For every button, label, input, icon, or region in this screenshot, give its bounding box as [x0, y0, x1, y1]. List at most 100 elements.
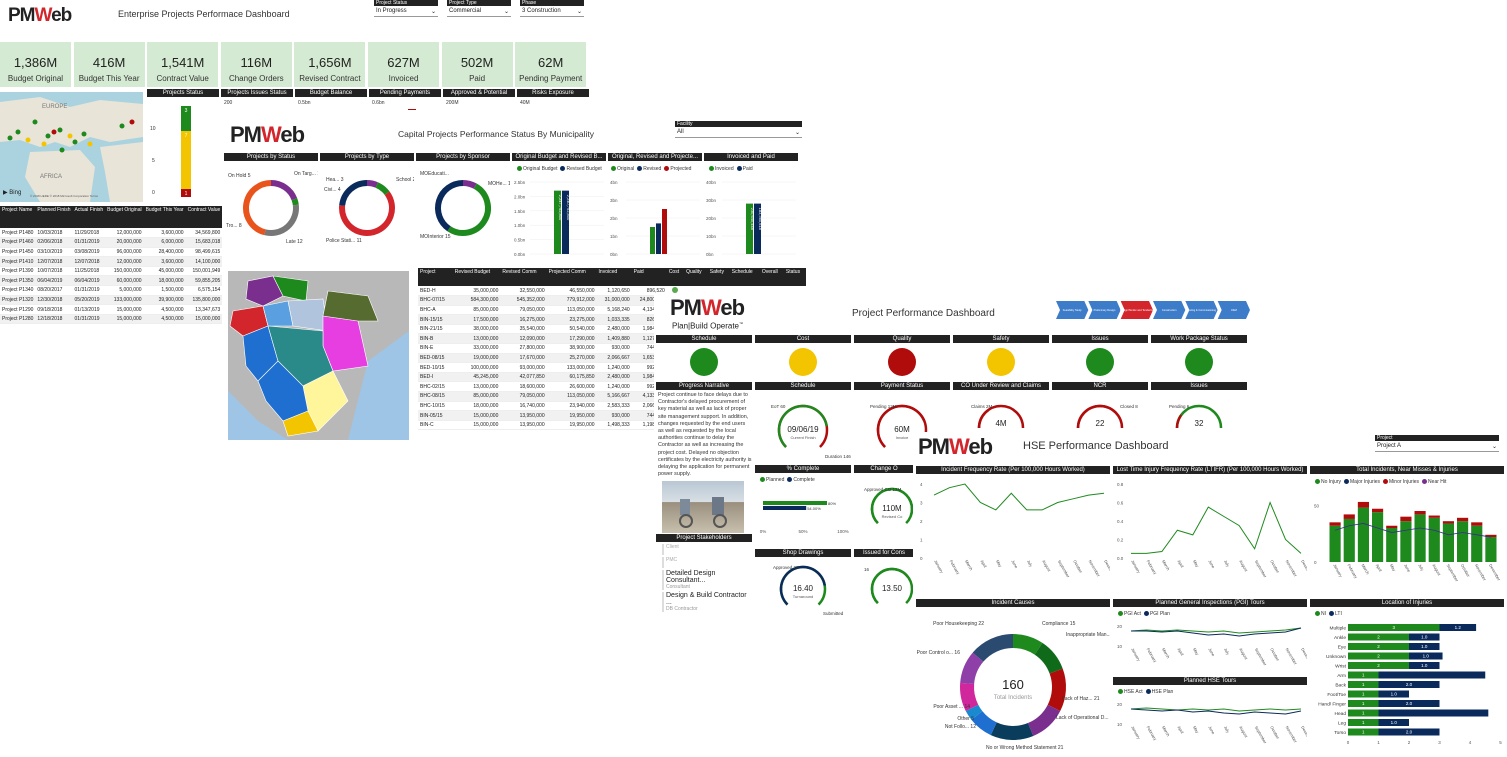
filter-phase[interactable]: Phase 3 Construction ⌄ [520, 0, 584, 17]
world-map[interactable]: EUROPE AFRICA ▶ Bing © 2018 HERE © 2018 … [0, 92, 143, 202]
page-title: HSE Performance Dashboard [1023, 440, 1169, 452]
phase-label: Testing & Commissioning [1187, 308, 1217, 312]
donut-slice [1047, 668, 1066, 712]
donut-label: Poor Control o... 16 [917, 650, 961, 656]
bar-label: 2 [1377, 654, 1380, 659]
bar [1378, 681, 1440, 688]
facility-filter[interactable]: Facility All ⌄ [675, 121, 802, 138]
bar [1348, 652, 1409, 660]
donut-label: MOHe... 19 [488, 181, 510, 187]
phase-label: Design/Tender and Tendering [1120, 308, 1154, 312]
column-header: Invoiced [596, 268, 632, 286]
axis-tick: 0.2 [1117, 538, 1124, 543]
table-cell: 12/07/2018 [35, 256, 73, 267]
filter-project-status[interactable]: Project Status In Progress ⌄ [374, 0, 438, 17]
bar [1409, 633, 1440, 641]
filter-project-type[interactable]: Project Type Commercial ⌄ [447, 0, 511, 17]
project-filter[interactable]: Project Project A ⌄ [1375, 435, 1499, 452]
table-cell: 3,600,000 [143, 228, 186, 239]
table-row: Project P1280 12/18/2018 01/31/2019 15,000,… [0, 314, 223, 325]
ncr-gauge: 22 Closed 8 [1076, 404, 1138, 429]
tagline: Plan|Build Operate™ [672, 321, 744, 331]
column-header: Paid [631, 268, 667, 286]
table-row: Project P1290 09/18/2018 01/13/2019 15,000,… [0, 304, 223, 315]
table-cell: 06/04/2019 [72, 275, 106, 287]
hse-tours-line-chart: 20 10 January February March April May June July… [1117, 702, 1307, 745]
phase-arrow [1153, 301, 1186, 319]
table-cell: 150,001,949 [185, 266, 223, 277]
bar-label: 1.2 [1455, 625, 1462, 630]
invoiced-paid-header: Invoiced and Paid [704, 153, 798, 161]
column-header: Contract Value [185, 206, 223, 228]
table-cell: 2,480,000 [596, 372, 632, 383]
table-cell: 35,000,000 [452, 286, 501, 297]
donut-label: MOEducati... [420, 171, 449, 177]
axis-tick: 0.8 [1117, 482, 1124, 487]
table-cell: 133,000,000 [105, 295, 144, 306]
month-label: May [1192, 647, 1200, 656]
table-cell: 113,050,000 [546, 391, 597, 402]
table-cell: 2,066,667 [596, 353, 632, 364]
donut-label: Inappropriate Man... 16 [1066, 632, 1110, 638]
table-row: Project P1320 12/30/2018 05/20/2019 133,000… [0, 295, 223, 306]
complete-label: 54.00% [807, 506, 821, 511]
table-cell: BIN-15/15 [418, 314, 453, 325]
donut-slice [375, 182, 390, 196]
projects-by-status-header: Projects by Status [224, 153, 318, 161]
donut-slice [1012, 634, 1043, 655]
gauge-fill [777, 404, 828, 448]
bar [1343, 518, 1355, 562]
table-cell: 09/18/2018 [35, 304, 73, 315]
series-line [1130, 708, 1302, 715]
kpi-value: 1,386M [13, 55, 58, 70]
gauge-right-label: Submitted [823, 611, 844, 616]
table-cell: 3,600,000 [143, 256, 186, 267]
axis-tick: 1 [1377, 740, 1380, 745]
month-label: October [1269, 559, 1281, 574]
map-credit: © 2018 HERE © 2018 Microsoft Corporation… [30, 194, 98, 198]
table-cell: 1,240,000 [596, 381, 632, 393]
site-photo [662, 481, 744, 533]
axis-tick: 40bn [706, 180, 717, 185]
table-cell: BIN-C [418, 420, 453, 431]
axis-tick: 50% [798, 529, 807, 534]
bar [1348, 671, 1379, 679]
gauge-sub: Revised Co [882, 514, 903, 519]
scale-tick: 200M [446, 100, 459, 106]
section-approved-potential: Approved & Potential [443, 89, 515, 97]
table-cell: 10/07/2018 [35, 266, 73, 277]
table-cell: 50,540,000 [546, 324, 597, 335]
month-label: February [1146, 559, 1158, 575]
stakeholder-role: Consultant [666, 584, 690, 590]
month-label: November [1285, 647, 1299, 666]
gauge-left-label: Claims 2M [971, 404, 993, 409]
gauge-fill [1076, 404, 1117, 429]
donut-slice [339, 180, 368, 207]
donut-slice [339, 191, 395, 236]
scale-tick: 0.5bn [298, 100, 311, 106]
month-label: April [1176, 647, 1184, 657]
bar [1485, 534, 1497, 538]
kpi-label: Paid [469, 74, 486, 83]
month-label: September [1254, 725, 1268, 745]
month-label: November [1474, 563, 1488, 582]
column-header: Revised Comm [500, 268, 547, 286]
table-cell: BED-I [418, 372, 453, 383]
municipality-map[interactable] [228, 271, 409, 440]
gauge-value: 110M [882, 504, 902, 513]
donut-label: Hea... 3 [326, 177, 344, 183]
gauge-right-label: Duration 1460 [825, 454, 851, 459]
month-label: February [1346, 563, 1358, 579]
stakeholder-name: Client [666, 544, 679, 550]
budget-chart-header: Original Budget and Revised B... [512, 153, 606, 161]
table-cell: 779,912,000 [546, 295, 597, 306]
table-cell: 19,000,000 [452, 353, 501, 364]
table-cell: 133,000,000 [546, 362, 597, 373]
bar [1378, 700, 1440, 707]
location-legend: NI LTI [1312, 611, 1342, 617]
pmweb-logo: PMWeb [8, 5, 72, 26]
donut-label: Lack of Operational D... 18 [1056, 715, 1110, 721]
axis-tick: 100% [837, 529, 849, 534]
table-row: Project P1460 02/06/2018 01/31/2019 20,000,… [0, 237, 223, 248]
table-cell: 93,000,000 [500, 362, 547, 373]
